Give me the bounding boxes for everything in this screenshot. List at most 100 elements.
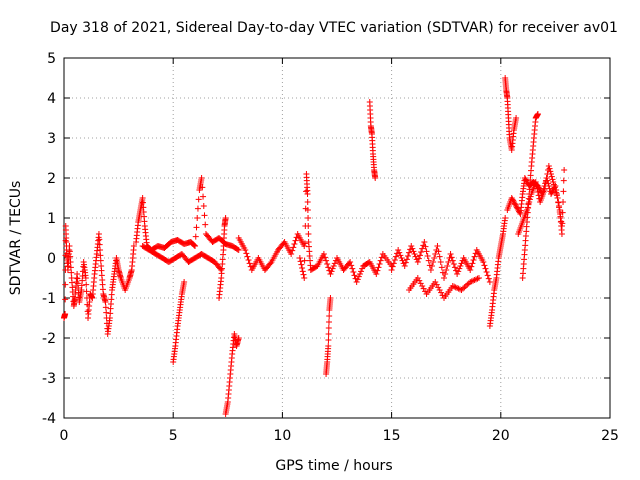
data-point-interp [331, 260, 338, 267]
data-point-interp [403, 256, 410, 263]
data-point-interp [412, 253, 419, 260]
data-point-interp [84, 308, 91, 315]
data-point-interp [399, 257, 406, 264]
data-point [441, 275, 448, 281]
data-point-interp [67, 253, 74, 260]
data-point-interp [199, 184, 206, 191]
data-point-interp [194, 205, 201, 212]
data-point-interp [424, 253, 431, 259]
data-point-interp [329, 265, 336, 272]
data-point-interp [471, 277, 478, 283]
data-point-interp [548, 173, 555, 180]
data-point-interp [83, 288, 90, 295]
tick-labels: 0 5 10 15 20 25 -4 -3 -2 -1 0 1 2 3 4 5 [42, 51, 619, 444]
x-tick-label: 20 [492, 428, 510, 444]
data-point-interp [404, 253, 411, 259]
data-point-interp [62, 296, 69, 303]
data-point-interp [473, 276, 480, 283]
data-point [301, 243, 308, 249]
data-point-interp [97, 247, 104, 253]
data-point-interp [377, 257, 384, 264]
data-point [521, 175, 528, 181]
data-point [427, 267, 434, 273]
data-point [545, 163, 552, 169]
data-point-interp [442, 271, 449, 277]
x-tick-label: 5 [169, 428, 178, 444]
data-point [347, 259, 354, 265]
data-point [222, 215, 229, 221]
data-point [554, 195, 561, 201]
data-point-interp [542, 179, 549, 185]
data-point-interp [559, 209, 566, 216]
data-point-interp [267, 260, 274, 267]
data-point-interp [524, 179, 531, 185]
data-point [192, 243, 199, 249]
data-point-interp [436, 253, 443, 260]
data-point-interp [299, 268, 306, 275]
data-point-interp [326, 313, 333, 319]
data-point [434, 243, 441, 249]
data-point-interp [455, 268, 462, 275]
data-point-interp [234, 246, 241, 253]
data-point-interp [481, 262, 488, 269]
data-point-interp [192, 233, 199, 240]
data-point-interp [416, 277, 423, 284]
data-point [66, 243, 73, 249]
data-point-interp [548, 171, 555, 177]
data-point-interp [349, 265, 356, 272]
data-point [449, 283, 456, 289]
data-point-interp [406, 249, 413, 256]
data-point [421, 239, 428, 245]
data-point-interp [325, 337, 332, 343]
data-point [401, 263, 408, 269]
data-point-interp [244, 253, 251, 260]
data-point-interp [330, 263, 337, 269]
data-point-interp [524, 204, 531, 211]
data-point [408, 243, 415, 249]
data-point [550, 179, 557, 185]
data-point-interp [422, 243, 429, 250]
data-point-interp [557, 213, 564, 220]
data-point-interp [449, 257, 456, 264]
data-point-interp [68, 269, 75, 276]
data-point-interp [445, 259, 452, 265]
data-point-interp [191, 242, 198, 249]
data-point [480, 259, 487, 265]
data-point-interp [323, 257, 330, 264]
y-tick-label: 3 [47, 131, 56, 147]
y-tick-label: 4 [47, 91, 56, 107]
data-point [372, 175, 379, 181]
data-point-interp [483, 269, 490, 275]
data-point-interp [435, 284, 442, 291]
data-point-interp [355, 273, 362, 280]
data-point [432, 279, 439, 285]
data-point-interp [200, 193, 207, 200]
data-point-interp [194, 215, 201, 221]
data-point-interp [297, 258, 304, 265]
data-point [242, 247, 249, 253]
data-point-interp [190, 241, 197, 248]
data-point [502, 215, 509, 221]
data-point-interp [451, 283, 458, 290]
data-point-interp [420, 285, 427, 292]
data-point-interp [396, 249, 403, 256]
data-point-interp [358, 268, 365, 275]
x-axis-title: GPS time / hours [275, 458, 392, 474]
data-point-interp [534, 189, 541, 195]
data-point-interp [375, 264, 382, 271]
data-point [235, 247, 242, 253]
data-point-interp [67, 259, 74, 265]
data-point [561, 167, 568, 173]
data-point-interp [454, 285, 461, 291]
data-point-interp [246, 260, 253, 267]
data-point-interp [325, 331, 332, 337]
data-point-interp [474, 275, 481, 282]
data-point-interp [432, 251, 439, 257]
data-point-interp [390, 260, 397, 267]
data-point-interp [431, 255, 438, 261]
data-point-interp [551, 184, 558, 191]
data-point-interp [511, 200, 518, 207]
data-point [353, 279, 360, 285]
data-point-interp [325, 264, 332, 271]
